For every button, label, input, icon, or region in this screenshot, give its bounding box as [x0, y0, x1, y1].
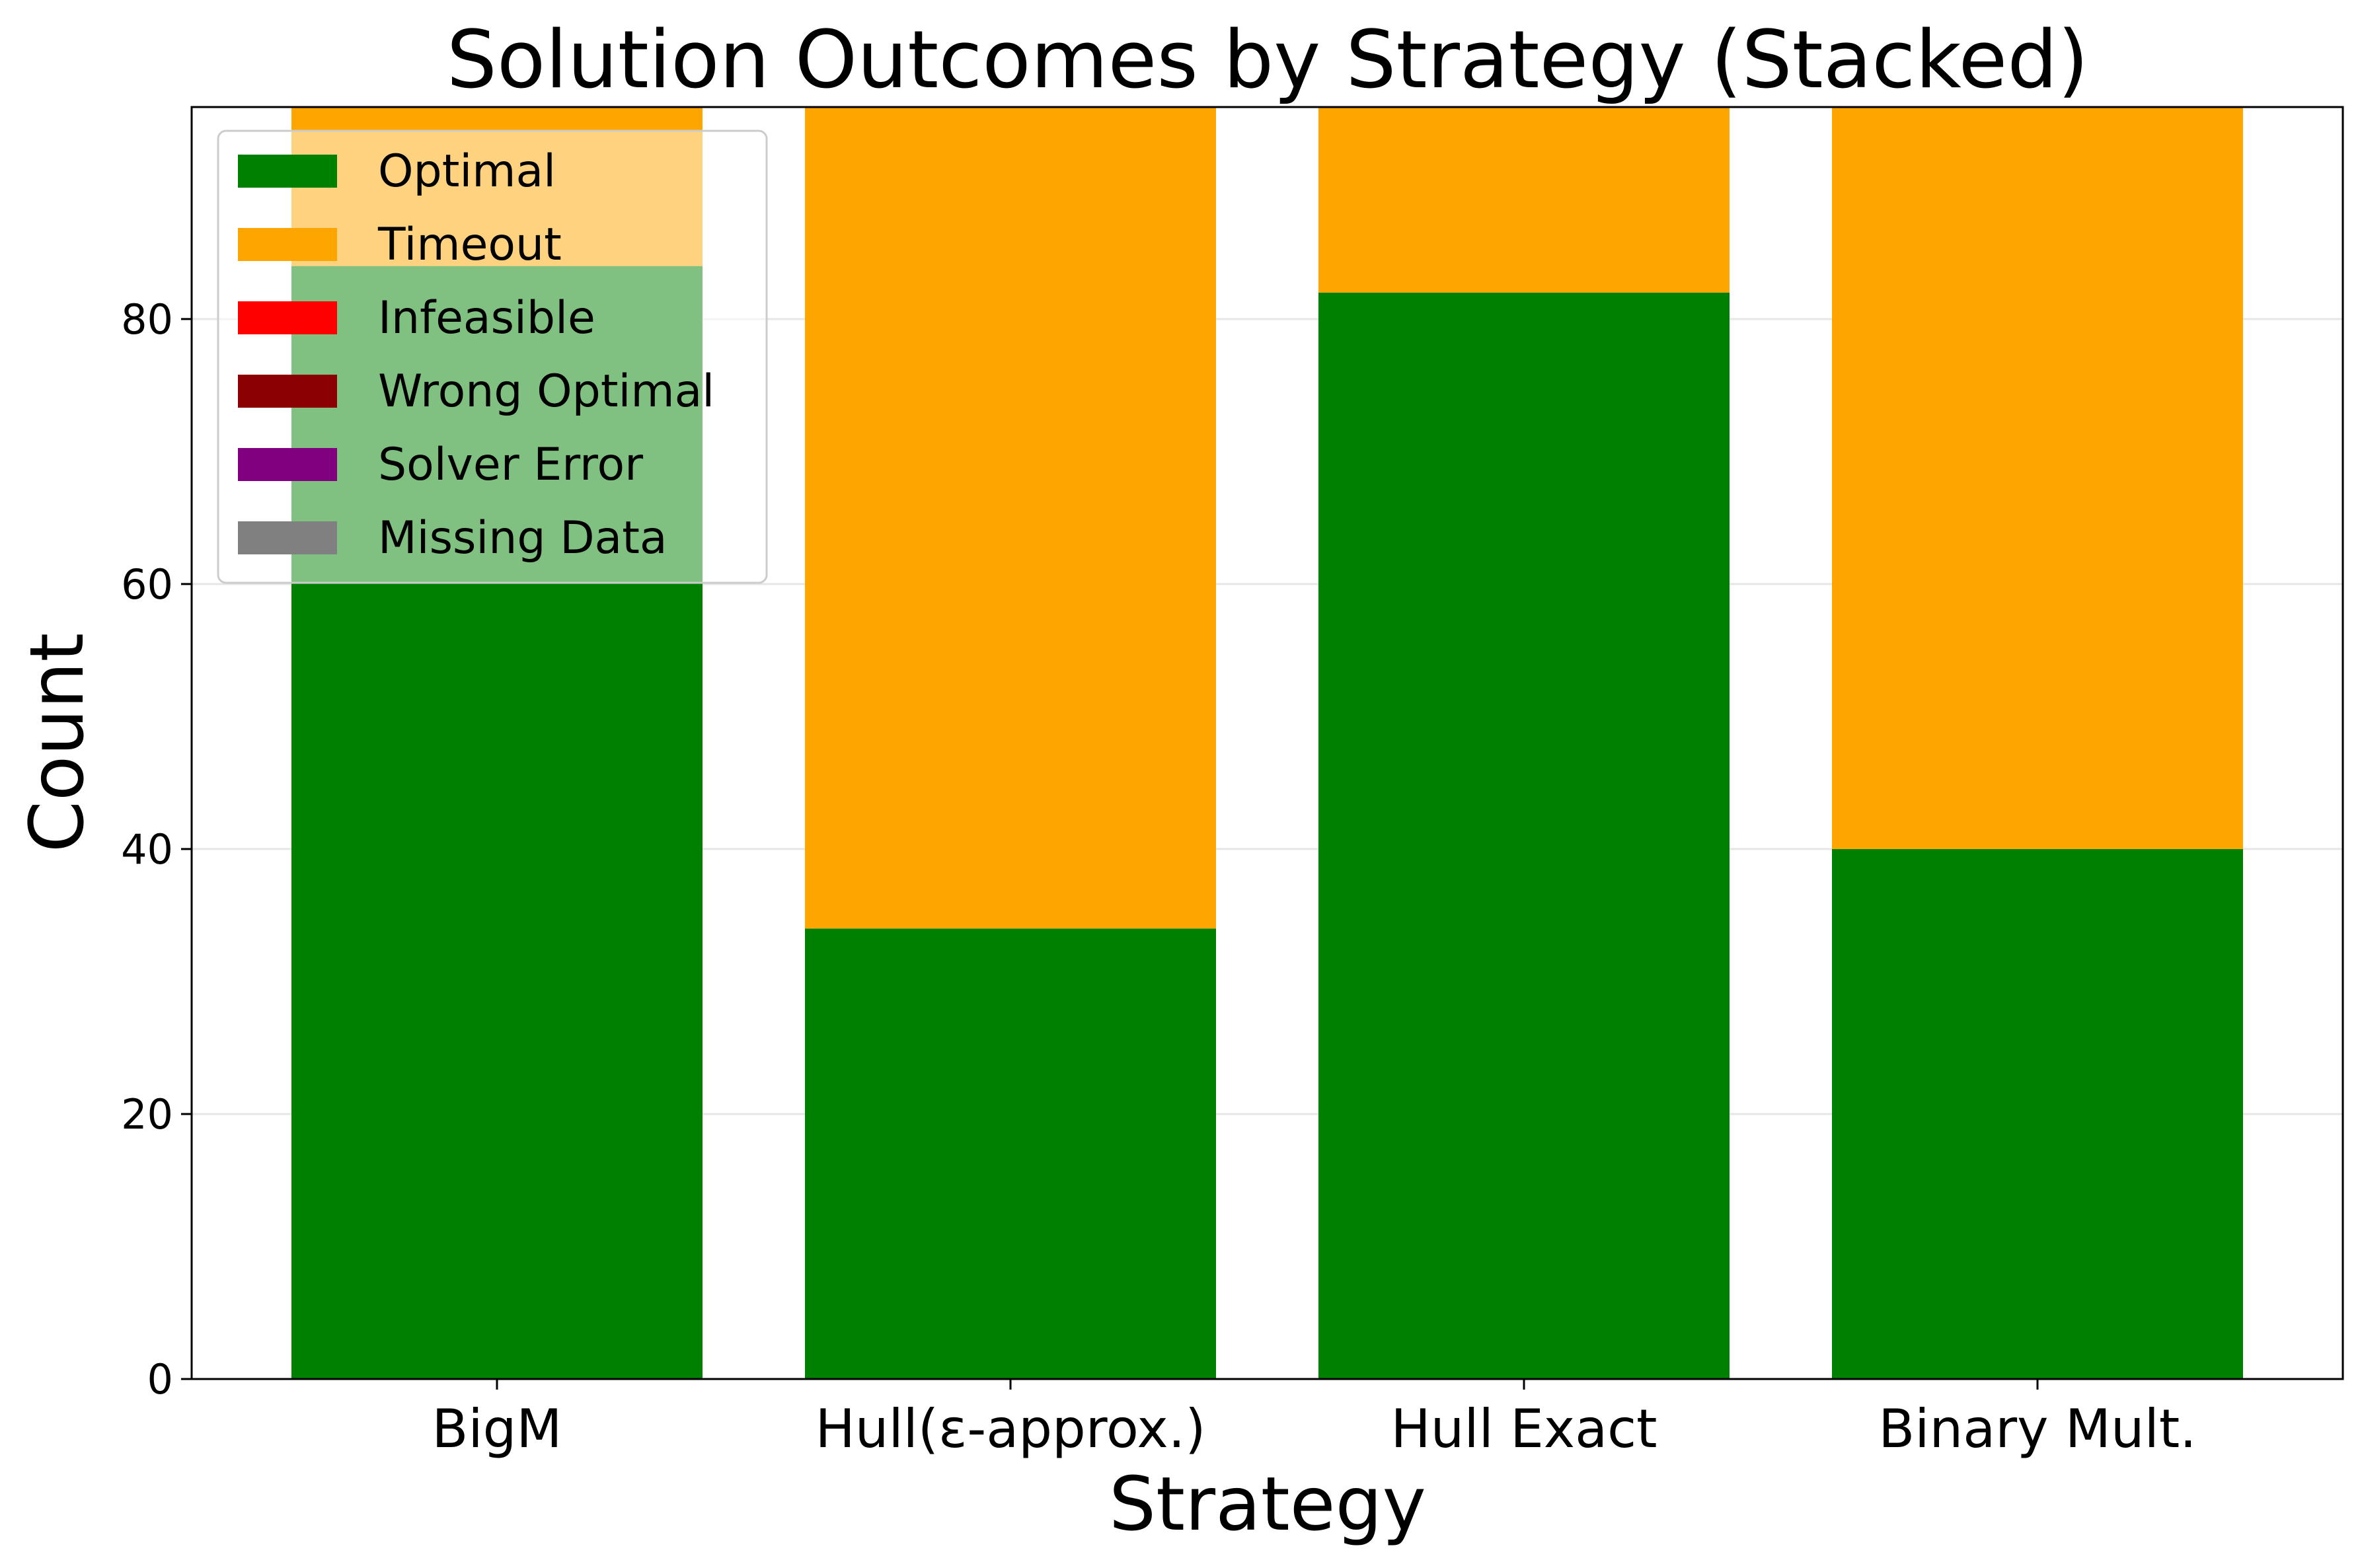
legend-swatch-infeasible — [238, 301, 337, 334]
legend-label-infeasible: Infeasible — [378, 292, 595, 344]
y-axis-label: Count — [15, 633, 100, 853]
legend-label-wrong-optimal: Wrong Optimal — [378, 365, 714, 418]
legend-swatch-timeout — [238, 228, 337, 261]
legend: Optimal Timeout Infeasible Wrong Optimal Sol… — [217, 130, 768, 584]
plot-area-frame — [190, 106, 2344, 1380]
legend-label-solver-error: Solver Error — [378, 439, 643, 491]
x-tick-label-2: Hull Exact — [1390, 1398, 1657, 1460]
legend-box — [217, 130, 768, 584]
chart-title: Solution Outcomes by Strategy (Stacked) — [447, 15, 2089, 106]
legend-swatch-solver-error — [238, 448, 337, 481]
y-tick-label-40: 40 — [121, 825, 173, 874]
y-tick-label-60: 60 — [121, 560, 173, 609]
legend-label-optimal: Optimal — [378, 145, 556, 198]
y-tick-label-20: 20 — [121, 1090, 173, 1139]
y-axis-ticks: 0 20 40 60 80 — [121, 295, 192, 1403]
x-tick-label-3: Binary Mult. — [1878, 1398, 2196, 1460]
legend-label-timeout: Timeout — [377, 219, 562, 271]
x-tick-label-1: Hull(ε-approx.) — [816, 1398, 1206, 1460]
x-axis-ticks: BigM Hull(ε-approx.) Hull Exact Binary Mult… — [432, 1379, 2197, 1460]
legend-swatch-missing-data — [238, 521, 337, 554]
legend-swatch-optimal — [238, 155, 337, 188]
bar-optimal-2 — [1318, 292, 1730, 1380]
legend-label-missing-data: Missing Data — [378, 512, 667, 564]
bar-optimal-3 — [1832, 848, 2243, 1379]
bar-timeout-2 — [1318, 107, 1730, 293]
bar-timeout-1 — [805, 107, 1216, 929]
bar-optimal-1 — [805, 928, 1216, 1379]
y-tick-label-80: 80 — [121, 295, 173, 344]
y-tick-label-0: 0 — [147, 1355, 173, 1403]
legend-swatch-wrong-optimal — [238, 375, 337, 408]
x-tick-label-0: BigM — [432, 1398, 562, 1460]
bar-timeout-3 — [1832, 107, 2243, 849]
x-axis-label: Strategy — [1109, 1462, 1426, 1548]
